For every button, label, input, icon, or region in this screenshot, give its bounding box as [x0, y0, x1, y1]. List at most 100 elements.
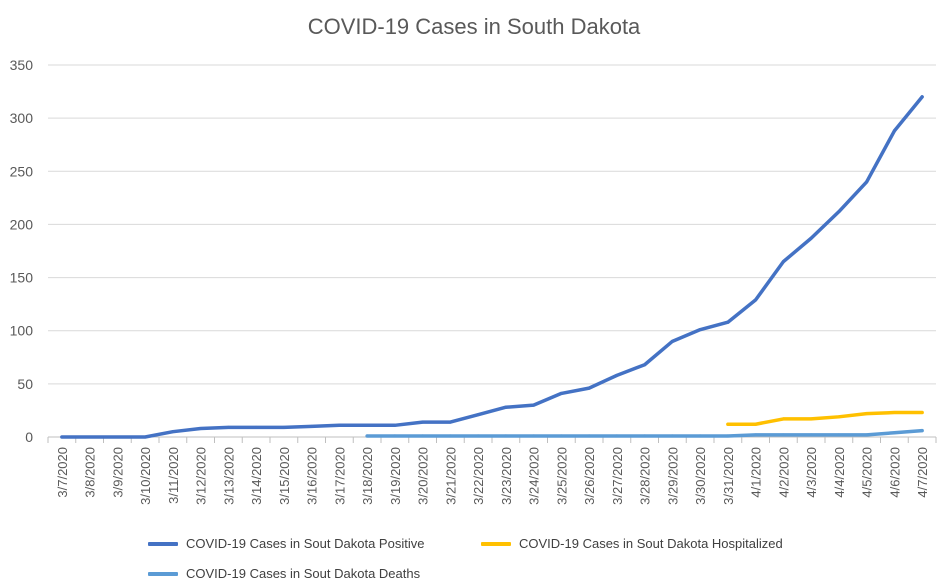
data-point-series-2 — [754, 433, 758, 437]
x-tick-label: 3/22/2020 — [471, 447, 486, 505]
data-point-series-1 — [892, 411, 896, 415]
data-point-series-0 — [88, 435, 92, 439]
data-point-series-2 — [837, 433, 841, 437]
x-tick-label: 3/10/2020 — [138, 447, 153, 505]
data-point-series-1 — [754, 422, 758, 426]
y-tick-label: 200 — [10, 216, 34, 232]
x-tick-label: 4/5/2020 — [860, 447, 875, 498]
data-point-series-2 — [865, 433, 869, 437]
data-point-series-0 — [559, 391, 563, 395]
data-point-series-0 — [754, 298, 758, 302]
x-tick-label: 3/28/2020 — [638, 447, 653, 505]
data-point-series-0 — [199, 426, 203, 430]
chart-title: COVID-19 Cases in South Dakota — [307, 14, 641, 39]
x-tick-label: 3/23/2020 — [499, 447, 514, 505]
data-point-series-0 — [393, 423, 397, 427]
data-point-series-0 — [171, 430, 175, 434]
y-tick-label: 100 — [10, 323, 34, 339]
data-point-series-2 — [559, 434, 563, 438]
data-point-series-0 — [421, 420, 425, 424]
x-tick-label: 3/25/2020 — [554, 447, 569, 505]
y-tick-label: 50 — [17, 376, 33, 392]
data-point-series-0 — [865, 180, 869, 184]
data-point-series-2 — [781, 433, 785, 437]
x-tick-label: 4/3/2020 — [804, 447, 819, 498]
data-point-series-2 — [448, 434, 452, 438]
data-point-series-2 — [726, 434, 730, 438]
data-point-series-2 — [920, 429, 924, 433]
data-point-series-0 — [448, 420, 452, 424]
y-tick-label: 0 — [25, 429, 33, 445]
x-tick-label: 3/27/2020 — [610, 447, 625, 505]
data-point-series-0 — [920, 95, 924, 99]
data-point-series-0 — [115, 435, 119, 439]
data-point-series-1 — [865, 412, 869, 416]
data-point-series-1 — [809, 417, 813, 421]
x-tick-label: 4/1/2020 — [749, 447, 764, 498]
data-point-series-2 — [643, 434, 647, 438]
data-point-series-2 — [393, 434, 397, 438]
data-point-series-1 — [837, 415, 841, 419]
data-point-series-0 — [254, 425, 258, 429]
x-tick-label: 3/24/2020 — [527, 447, 542, 505]
data-point-series-2 — [504, 434, 508, 438]
data-point-series-0 — [282, 425, 286, 429]
x-tick-label: 3/30/2020 — [693, 447, 708, 505]
data-point-series-0 — [781, 260, 785, 264]
data-point-series-0 — [337, 423, 341, 427]
data-point-series-0 — [615, 373, 619, 377]
data-point-series-2 — [698, 434, 702, 438]
x-tick-label: 4/2/2020 — [776, 447, 791, 498]
data-point-series-0 — [892, 129, 896, 133]
data-point-series-2 — [365, 434, 369, 438]
data-point-series-0 — [60, 435, 64, 439]
series-line-0 — [60, 95, 924, 439]
x-tick-label: 4/7/2020 — [915, 447, 930, 498]
data-point-series-1 — [726, 422, 730, 426]
data-point-series-0 — [643, 363, 647, 367]
data-point-series-0 — [143, 435, 147, 439]
x-tick-label: 3/18/2020 — [360, 447, 375, 505]
data-point-series-2 — [892, 431, 896, 435]
x-tick-label: 3/11/2020 — [166, 447, 181, 504]
x-tick-label: 3/16/2020 — [305, 447, 320, 505]
y-tick-label: 300 — [10, 110, 34, 126]
data-point-series-0 — [476, 413, 480, 417]
x-tick-label: 3/14/2020 — [249, 447, 264, 505]
data-point-series-2 — [476, 434, 480, 438]
y-tick-label: 150 — [10, 270, 34, 286]
x-tick-label: 3/17/2020 — [332, 447, 347, 505]
x-tick-label: 3/29/2020 — [665, 447, 680, 505]
x-tick-label: 3/31/2020 — [721, 447, 736, 505]
data-point-series-2 — [809, 433, 813, 437]
x-tick-label: 4/6/2020 — [887, 447, 902, 498]
x-tick-label: 3/13/2020 — [221, 447, 236, 505]
x-tick-label: 3/26/2020 — [582, 447, 597, 505]
x-tick-label: 3/9/2020 — [110, 447, 125, 498]
x-tick-label: 3/19/2020 — [388, 447, 403, 505]
data-point-series-0 — [726, 320, 730, 324]
data-point-series-0 — [532, 403, 536, 407]
data-point-series-0 — [504, 405, 508, 409]
series-line-1 — [726, 410, 924, 426]
data-point-series-0 — [837, 210, 841, 214]
y-tick-label: 350 — [10, 57, 34, 73]
x-tick-label: 3/7/2020 — [55, 447, 70, 498]
data-point-series-2 — [421, 434, 425, 438]
data-point-series-0 — [670, 339, 674, 343]
data-point-series-0 — [587, 386, 591, 390]
x-tick-label: 3/15/2020 — [277, 447, 292, 505]
data-point-series-0 — [310, 424, 314, 428]
x-tick-label: 4/4/2020 — [832, 447, 847, 498]
x-tick-label: 3/12/2020 — [194, 447, 209, 505]
data-point-series-0 — [365, 423, 369, 427]
data-point-series-2 — [615, 434, 619, 438]
data-point-series-0 — [698, 328, 702, 332]
data-point-series-2 — [532, 434, 536, 438]
data-point-series-1 — [781, 417, 785, 421]
x-tick-label: 3/8/2020 — [83, 447, 98, 498]
y-tick-label: 250 — [10, 163, 34, 179]
data-point-series-2 — [670, 434, 674, 438]
x-tick-label: 3/21/2020 — [443, 447, 458, 505]
